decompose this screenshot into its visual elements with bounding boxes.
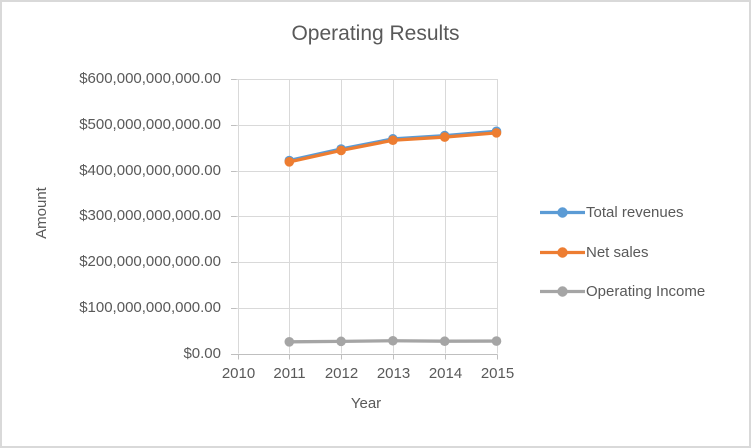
legend-item-operating-income: Operating Income xyxy=(540,272,705,312)
legend-line-marker-icon xyxy=(540,286,585,297)
data-point-operating-income xyxy=(336,336,346,347)
legend-item-net-sales: Net sales xyxy=(540,233,705,273)
legend-line-marker-icon xyxy=(540,247,585,258)
legend-item-label: Total revenues xyxy=(586,204,684,222)
data-point-net-sales xyxy=(336,145,346,156)
data-point-operating-income xyxy=(439,336,450,347)
data-point-operating-income xyxy=(491,336,502,346)
legend: Total revenues Net sales Operating Income xyxy=(540,193,705,312)
data-point-operating-income xyxy=(284,337,295,347)
legend-item-label: Operating Income xyxy=(586,283,706,301)
data-point-operating-income xyxy=(388,335,398,346)
data-point-net-sales xyxy=(388,135,398,146)
data-point-net-sales xyxy=(284,157,295,167)
legend-item-label: Net sales xyxy=(586,243,649,261)
x-axis-title: Year xyxy=(350,395,382,412)
data-point-net-sales xyxy=(439,132,450,142)
legend-line-marker-icon xyxy=(540,207,585,218)
data-point-net-sales xyxy=(491,128,502,138)
legend-item-total-revenues: Total revenues xyxy=(540,193,705,233)
chart-title: Operating Results xyxy=(291,22,460,45)
